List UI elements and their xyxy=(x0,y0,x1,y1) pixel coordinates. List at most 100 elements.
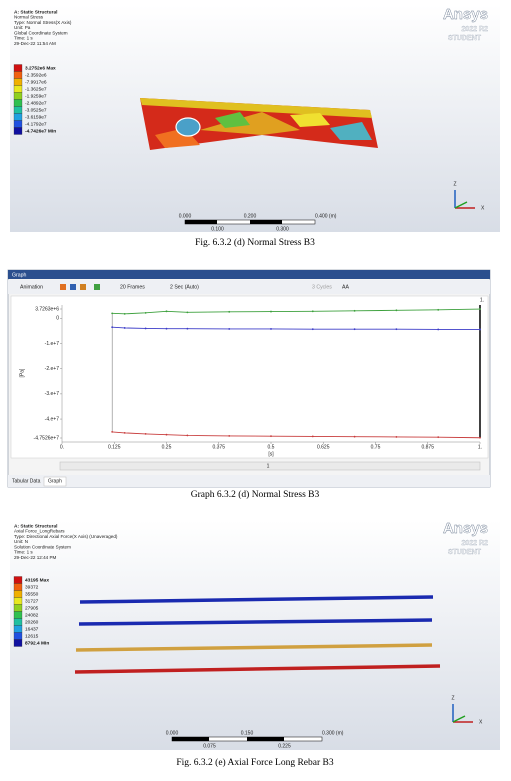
series-point xyxy=(123,312,126,315)
series-point xyxy=(144,327,147,330)
header-line: 29-Dec-22 11:54 AM xyxy=(14,41,56,46)
scale-label: 0.400 (m) xyxy=(315,213,337,219)
rebars xyxy=(74,595,441,674)
legend-swatch xyxy=(13,99,23,107)
x-tick-label: 0.125 xyxy=(108,444,121,450)
legend-swatch xyxy=(13,625,23,633)
y-tick-label: -2.e+7 xyxy=(45,366,60,372)
brand-edition: STUDENT xyxy=(448,35,482,42)
series-point xyxy=(270,310,272,313)
x-tick-label: 0.75 xyxy=(371,444,381,450)
legend-label: 12615 xyxy=(25,633,39,639)
x-tick-label: 0.875 xyxy=(421,444,434,450)
y-tick-label: -4.e+7 xyxy=(45,416,60,422)
y-tick-label: 0 xyxy=(56,316,59,322)
header-line: 29-Dec-22 12:44 PM xyxy=(14,555,57,560)
legend-swatch xyxy=(13,618,23,626)
scale-bar-d xyxy=(184,219,316,225)
legend-label: -1.9259e7 xyxy=(25,93,47,99)
legend-swatch xyxy=(13,64,23,72)
toolbar-label: Animation xyxy=(20,284,43,290)
series-line xyxy=(112,326,480,330)
end-label: 1. xyxy=(480,297,484,303)
series-point xyxy=(479,308,481,310)
series-point xyxy=(353,328,356,331)
scale-label: 0.000 xyxy=(179,213,192,219)
scale-label: 0.200 xyxy=(244,213,257,219)
tab[interactable]: Tabular Data xyxy=(12,478,41,484)
y-tick-label: 3.7263e+6 xyxy=(35,306,59,312)
legend-swatch xyxy=(13,611,23,619)
header-line: Time: 1 s xyxy=(14,550,33,555)
legend-label: 35550 xyxy=(25,591,39,597)
series-point xyxy=(270,328,272,330)
svg-text:Z: Z xyxy=(451,695,454,701)
series-point xyxy=(479,328,481,331)
series-point xyxy=(186,311,189,314)
legend-swatch xyxy=(13,604,23,612)
series-point xyxy=(437,308,440,311)
legend-label: -3.6159e7 xyxy=(25,114,47,120)
series-point xyxy=(111,312,114,315)
series-point xyxy=(111,326,114,329)
slider-label: 1 xyxy=(267,463,270,469)
y-axis-label: [Pa] xyxy=(19,368,25,378)
tab[interactable]: Graph xyxy=(48,478,62,484)
series-line xyxy=(112,431,481,439)
series-point xyxy=(437,436,440,439)
scale-label: 0.300 (m) xyxy=(322,730,344,736)
series-point xyxy=(186,434,189,437)
header-line: Global Coordinate System xyxy=(14,30,68,35)
scale-label: 0.000 xyxy=(166,730,179,736)
legend-swatch xyxy=(13,597,23,605)
legend-swatch xyxy=(13,113,23,121)
scale-bar-e xyxy=(171,736,323,742)
brand-version: 2022 R2 xyxy=(462,26,489,33)
viewport-e xyxy=(10,520,500,750)
series-point xyxy=(437,328,440,331)
series-point xyxy=(165,327,168,330)
legend-label: 8792.4 Min xyxy=(25,640,49,646)
series-point xyxy=(395,309,398,312)
y-tick-label: -4.7526e+7 xyxy=(34,435,60,441)
svg-text:X: X xyxy=(481,205,485,211)
duration-dropdown[interactable]: 2 Sec (Auto) xyxy=(170,284,199,290)
legend-label: -2.3592e6 xyxy=(25,72,47,78)
legend-label: 31727 xyxy=(25,598,39,604)
x-tick-label: 1. xyxy=(478,444,482,450)
legend-swatch xyxy=(13,71,23,79)
caption: Fig. 6.3.2 (e) Axial Force Long Rebar B3 xyxy=(176,757,334,768)
legend-swatch xyxy=(13,639,23,647)
scale-label: 0.225 xyxy=(278,743,291,749)
legend-swatch xyxy=(13,92,23,100)
series-point xyxy=(144,311,147,314)
brand-edition: STUDENT xyxy=(448,549,482,556)
brand-logo: Ansys xyxy=(443,6,488,23)
legend-label: -4.7426e7 Min xyxy=(25,128,56,134)
legend-label: 24082 xyxy=(25,612,39,618)
series-point xyxy=(228,435,231,437)
series-point xyxy=(144,433,147,435)
y-tick-label: -3.e+7 xyxy=(45,391,60,397)
series-point xyxy=(165,310,168,313)
frames-dropdown[interactable]: 20 Frames xyxy=(120,284,145,290)
series-point xyxy=(123,327,126,329)
legend-swatch xyxy=(13,590,23,598)
aa-button[interactable]: AA xyxy=(342,284,349,290)
header-line: Unit: N xyxy=(14,539,28,544)
x-tick-label: 0.625 xyxy=(317,444,330,450)
scale-label: 0.100 xyxy=(211,226,224,232)
legend-swatch xyxy=(13,120,23,128)
window-title: Graph xyxy=(12,272,27,278)
series-point xyxy=(395,328,398,331)
x-tick-label: 0.25 xyxy=(162,444,172,450)
series-line xyxy=(112,308,481,315)
header-line: Type: Normal Stress(X Axis) xyxy=(14,20,72,25)
legend-label: 43195 Max xyxy=(25,577,49,583)
series-point xyxy=(270,435,272,438)
cycles-button[interactable]: 3 Cycles xyxy=(312,284,332,290)
header-line: Type: Directional Axial Force(X Axis) (U… xyxy=(14,534,118,539)
legend-label: -4.1792e7 xyxy=(25,121,47,127)
legend-swatch xyxy=(13,85,23,93)
